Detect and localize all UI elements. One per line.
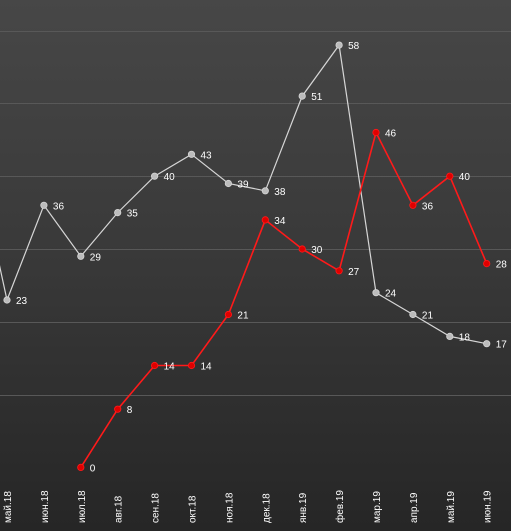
data-point	[77, 463, 85, 471]
data-labels: 23 36 29 35 40 43 39 38 51 58 24 21 18 17 0 8 14 14 21 34 30…	[16, 41, 507, 474]
x-tick-label: июл.18	[77, 490, 88, 523]
data-point	[409, 201, 417, 209]
data-label: 24	[385, 289, 397, 300]
data-point	[114, 209, 122, 217]
data-label: 14	[201, 362, 213, 373]
data-point	[261, 216, 269, 224]
data-point	[40, 201, 48, 209]
data-label: 18	[459, 332, 471, 343]
data-point	[298, 245, 306, 253]
data-point	[3, 296, 11, 304]
data-point	[335, 267, 343, 275]
series-2	[77, 128, 491, 471]
data-label: 30	[311, 245, 323, 256]
x-tick-label: авг.18	[114, 495, 125, 523]
data-point	[483, 340, 491, 348]
data-point	[187, 150, 196, 158]
x-tick-label: дек.18	[261, 493, 272, 523]
x-tick-label: май.18	[3, 491, 14, 523]
data-label: 0	[90, 463, 96, 474]
x-axis: май.18 июн.18 июл.18 авг.18 сен.18 окт.18 ноя.…	[3, 490, 494, 523]
data-label: 39	[237, 180, 249, 191]
x-tick-label: апр.19	[409, 492, 420, 523]
data-label: 58	[348, 41, 360, 52]
data-point	[151, 361, 159, 370]
series-1	[0, 41, 491, 348]
data-label: 36	[53, 201, 65, 212]
data-point	[77, 252, 85, 260]
data-label: 38	[274, 187, 286, 198]
data-point	[446, 172, 454, 180]
x-tick-label: май.19	[446, 491, 457, 523]
x-tick-label: окт.18	[188, 495, 199, 523]
data-point	[372, 128, 380, 137]
x-tick-label: фев.19	[334, 490, 346, 523]
data-label: 34	[274, 216, 286, 227]
data-point	[114, 405, 122, 413]
x-tick-label: сен.18	[151, 493, 162, 523]
data-label: 21	[237, 311, 249, 322]
data-point	[151, 172, 159, 180]
gridlines	[0, 31, 511, 396]
x-tick-label: янв.19	[298, 492, 309, 523]
data-label: 21	[422, 311, 434, 322]
data-point	[335, 41, 343, 49]
data-label: 43	[201, 150, 213, 161]
data-label: 36	[422, 201, 434, 212]
data-point	[224, 179, 232, 188]
data-label: 14	[164, 362, 176, 373]
data-label: 27	[348, 267, 360, 278]
series-line	[0, 43, 487, 345]
data-point	[187, 361, 196, 370]
data-point	[224, 310, 232, 319]
data-label: 35	[127, 209, 139, 220]
x-tick-label: ноя.18	[224, 492, 235, 523]
series-layer	[0, 41, 491, 471]
data-point	[372, 289, 380, 297]
data-point	[409, 310, 417, 319]
series-line	[80, 130, 488, 468]
data-point	[261, 187, 269, 195]
data-label: 40	[164, 172, 176, 183]
data-label: 17	[496, 340, 508, 351]
data-point	[446, 332, 454, 340]
data-label: 29	[90, 252, 102, 263]
data-point	[298, 92, 306, 100]
x-tick-label: мар.19	[372, 491, 383, 523]
data-label: 28	[496, 260, 508, 271]
x-tick-label: июн.19	[483, 490, 494, 523]
data-label: 8	[127, 405, 133, 416]
x-tick-label: июн.18	[40, 490, 51, 523]
data-label: 40	[459, 172, 471, 183]
data-label: 51	[311, 92, 323, 103]
data-point	[483, 259, 491, 268]
data-label: 23	[16, 296, 28, 307]
data-label: 46	[385, 129, 397, 140]
